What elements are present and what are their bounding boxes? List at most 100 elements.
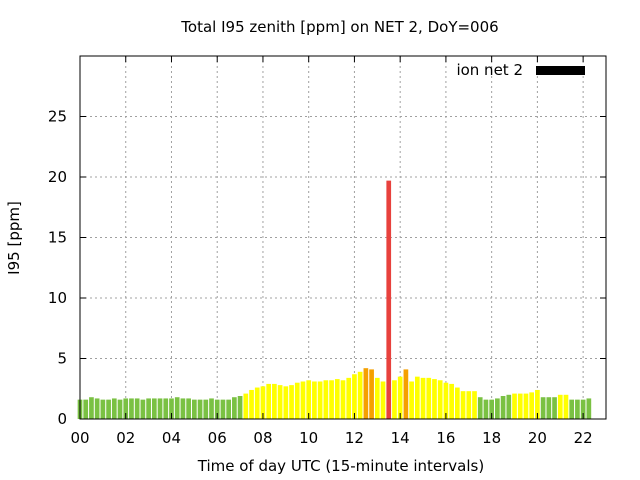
bar: [346, 377, 352, 419]
bar: [466, 391, 472, 419]
bars: [77, 180, 592, 419]
y-tick-label: 25: [48, 108, 67, 126]
bar: [94, 398, 100, 419]
bar: [192, 399, 197, 419]
legend-swatch: [536, 66, 585, 75]
bar: [260, 386, 266, 419]
bar: [226, 399, 231, 419]
bar: [186, 398, 191, 419]
bar: [100, 399, 106, 419]
x-tick-label: 06: [208, 429, 227, 447]
bar: [374, 377, 380, 419]
bar: [575, 399, 580, 419]
x-tick-label: 18: [482, 429, 501, 447]
bar: [455, 387, 460, 419]
bar: [506, 394, 512, 419]
bar: [546, 397, 552, 419]
bar: [163, 398, 169, 419]
bar: [214, 399, 220, 419]
bar: [106, 399, 111, 419]
legend-label: ion net 2: [456, 61, 523, 79]
x-tick-label: 16: [436, 429, 455, 447]
bar: [517, 393, 523, 419]
bar: [414, 376, 420, 419]
bar: [300, 381, 306, 419]
bar: [437, 380, 443, 419]
bar: [529, 392, 535, 419]
x-tick-label: 04: [162, 429, 181, 447]
bar: [477, 397, 483, 419]
bar: [140, 399, 146, 419]
bar: [83, 399, 89, 419]
bar: [512, 393, 517, 419]
bar: [277, 385, 283, 419]
bar: [146, 398, 151, 419]
bar: [129, 398, 134, 419]
bar: [249, 389, 254, 419]
bar: [89, 397, 94, 419]
bar: [254, 387, 260, 419]
bar: [426, 377, 432, 419]
bar: [392, 380, 397, 419]
y-tick-label: 5: [57, 350, 67, 368]
bar: [123, 398, 129, 419]
bar: [409, 381, 414, 419]
bar: [472, 391, 477, 419]
bar: [432, 379, 437, 419]
x-tick-label: 08: [253, 429, 272, 447]
x-axis-label: Time of day UTC (15-minute intervals): [197, 457, 484, 475]
bar: [495, 398, 500, 419]
bar: [369, 369, 374, 419]
bar: [363, 368, 369, 419]
bar: [289, 385, 294, 419]
bar: [209, 398, 214, 419]
bar: [323, 380, 329, 419]
bar: [197, 399, 203, 419]
plot-frame: [79, 55, 607, 420]
bar: [220, 399, 226, 419]
x-tick-label: 22: [574, 429, 593, 447]
bar: [563, 394, 569, 419]
bar: [586, 398, 592, 419]
y-tick-label: 0: [57, 410, 67, 428]
x-tick-label: 10: [299, 429, 318, 447]
bar: [397, 376, 403, 419]
x-tick-label: 14: [391, 429, 410, 447]
grid: [80, 56, 606, 419]
bar: [489, 399, 494, 419]
bar: [420, 377, 426, 419]
bar: [169, 398, 174, 419]
bar: [157, 398, 163, 419]
y-tick-label: 10: [48, 289, 67, 307]
bar: [569, 399, 575, 419]
bar: [443, 382, 449, 419]
bar: [306, 380, 312, 419]
bar: [151, 398, 157, 419]
bar: [449, 383, 454, 419]
bar: [340, 380, 346, 419]
bar: [483, 399, 489, 419]
legend: ion net 2: [456, 61, 585, 79]
bar: [243, 393, 249, 419]
x-tick-label: 12: [345, 429, 364, 447]
bar: [180, 398, 186, 419]
bar: [329, 380, 334, 419]
axis-ticks: 0 5 10 15 20 25 00 02 04 06 08 10 12 14 16 18 20 22: [48, 56, 606, 447]
bar: [174, 397, 180, 419]
chart-title: Total I95 zenith [ppm] on NET 2, DoY=006: [180, 18, 498, 36]
bar: [334, 379, 340, 419]
y-axis-label: I95 [ppm]: [5, 201, 23, 275]
bar: [386, 180, 392, 419]
bar: [580, 399, 586, 419]
bar: [134, 398, 140, 419]
x-tick-label: 00: [70, 429, 89, 447]
bar: [266, 383, 272, 419]
bar: [403, 369, 409, 419]
bar: [540, 397, 546, 419]
y-tick-label: 15: [48, 229, 67, 247]
bar: [460, 391, 466, 419]
bar: [111, 398, 117, 419]
bar: [352, 374, 357, 419]
bar: [312, 381, 317, 419]
